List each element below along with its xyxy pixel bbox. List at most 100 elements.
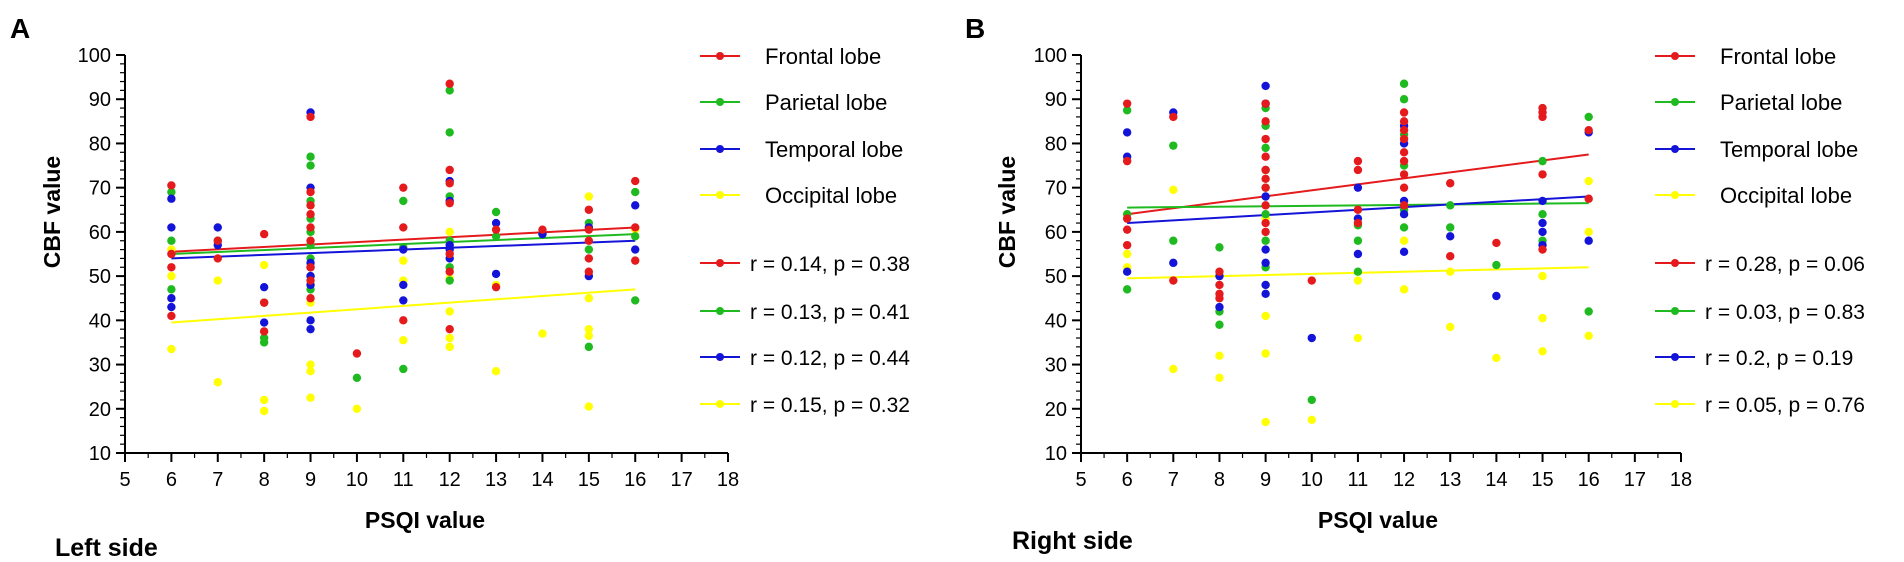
data-point	[631, 296, 640, 305]
x-tick-label: 15	[1531, 469, 1553, 491]
panel-b-x-axis-title: PSQI value	[1318, 507, 1438, 533]
panel-a-data-points	[167, 79, 640, 416]
x-tick-label: 10	[1301, 469, 1323, 491]
x-tick-label: 10	[346, 469, 368, 491]
fit-line-occipital-lobe	[171, 288, 636, 324]
data-point	[306, 112, 315, 122]
data-point	[306, 276, 315, 285]
y-tick-label: 90	[1045, 89, 1067, 111]
data-point	[491, 225, 501, 234]
data-point	[167, 311, 176, 321]
data-point	[1215, 267, 1224, 276]
panel-a-y-axis-title: CBF value	[39, 156, 65, 268]
data-point	[167, 181, 176, 190]
x-tick-label: 7	[1168, 469, 1179, 491]
data-point	[445, 267, 454, 276]
data-point	[399, 183, 408, 192]
data-point	[1584, 176, 1593, 186]
data-point	[584, 324, 594, 334]
data-point	[259, 282, 269, 292]
data-point	[584, 331, 594, 341]
data-point	[306, 161, 315, 170]
data-point	[1307, 333, 1316, 343]
data-point	[1399, 156, 1409, 166]
data-point	[491, 269, 501, 279]
x-tick-label: 18	[1670, 469, 1692, 491]
panel-a-x-axis-title: PSQI value	[365, 507, 485, 533]
data-point	[306, 316, 315, 325]
data-point	[445, 86, 454, 95]
panel-b: B CBF value PSQI value Right side 10 20 30…	[965, 13, 1865, 555]
x-tick-label: 14	[1485, 469, 1507, 491]
data-point	[1399, 247, 1409, 256]
data-point	[1492, 353, 1501, 363]
y-tick-label: 40	[89, 310, 111, 332]
data-point	[1261, 280, 1270, 290]
data-point	[399, 256, 408, 265]
data-point	[445, 307, 454, 316]
data-point	[167, 223, 176, 232]
data-point	[1399, 134, 1409, 144]
data-point	[352, 349, 362, 358]
x-tick-label: 13	[485, 469, 507, 491]
data-point	[1446, 267, 1455, 276]
data-point	[445, 227, 454, 237]
data-point	[167, 285, 176, 294]
data-point	[445, 276, 454, 285]
data-point	[1399, 210, 1409, 219]
data-point	[1261, 117, 1270, 126]
data-point	[1122, 285, 1132, 294]
data-point	[631, 176, 640, 186]
stat-entry-occipital: r = 0.05, p = 0.76	[1655, 394, 1865, 417]
data-point	[399, 196, 408, 206]
data-point	[306, 393, 315, 402]
data-point	[1122, 249, 1132, 259]
y-tick-label: 50	[1045, 266, 1067, 288]
stat-entry-temporal: r = 0.12, p = 0.44	[700, 347, 910, 370]
stat-label: r = 0.12, p = 0.44	[750, 347, 910, 370]
data-point	[1446, 232, 1455, 241]
data-point	[1122, 106, 1132, 115]
data-point	[1353, 183, 1363, 192]
data-point	[399, 336, 408, 345]
x-tick-label: 11	[393, 469, 414, 491]
x-tick-label: 6	[166, 469, 177, 491]
data-point	[399, 296, 408, 305]
data-point	[1261, 227, 1270, 237]
data-point	[167, 294, 176, 303]
data-point	[631, 187, 640, 197]
stat-label: r = 0.15, p = 0.32	[750, 394, 910, 417]
stat-label: r = 0.2, p = 0.19	[1705, 347, 1853, 370]
panel-b-side-label: Right side	[1012, 527, 1133, 555]
y-tick-label: 60	[89, 222, 111, 244]
data-point	[1122, 267, 1132, 276]
data-point	[631, 256, 640, 265]
data-point	[1353, 205, 1363, 214]
x-tick-label: 12	[1393, 469, 1415, 491]
data-point	[1538, 227, 1547, 237]
data-point	[445, 342, 454, 352]
data-point	[1353, 276, 1363, 285]
data-point	[306, 152, 315, 161]
legend-entry-temporal: Temporal lobe	[1655, 137, 1858, 162]
data-point	[584, 225, 594, 234]
data-point	[1261, 210, 1270, 219]
data-point	[1215, 243, 1224, 252]
legend-label: Parietal lobe	[765, 90, 887, 115]
data-point	[1538, 196, 1547, 206]
data-point	[1261, 183, 1270, 192]
legend-entry-parietal: Parietal lobe	[700, 90, 887, 115]
panel-b-stats-legend: r = 0.28, p = 0.06 r = 0.03, p = 0.83 r …	[1655, 253, 1865, 417]
data-point	[1169, 236, 1178, 245]
data-point	[631, 201, 640, 210]
data-point	[1399, 108, 1409, 117]
panel-a-side-label: Left side	[55, 534, 158, 562]
data-point	[1399, 95, 1409, 104]
data-point	[445, 333, 454, 343]
data-point	[167, 263, 176, 272]
data-point	[1492, 238, 1501, 248]
panel-b-y-axis-title: CBF value	[994, 156, 1020, 268]
data-point	[445, 165, 454, 175]
y-tick-label: 80	[89, 133, 111, 155]
data-point	[399, 364, 408, 374]
